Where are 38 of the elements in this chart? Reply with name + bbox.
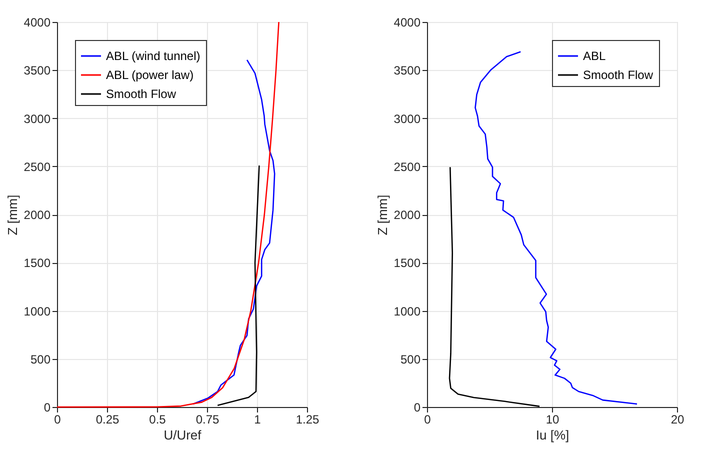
y-tick-label: 2500: [24, 160, 51, 174]
y-tick-label: 1500: [24, 256, 51, 270]
x-tick-label: 10: [546, 412, 560, 426]
x-tick-label: 0: [54, 412, 62, 426]
y-tick-label: 0: [414, 400, 421, 414]
legend-label: ABL (wind tunnel): [106, 49, 200, 63]
y-tick-label: 4000: [394, 16, 421, 30]
legend-label: Smooth Flow: [583, 68, 654, 82]
x-tick-label: 0.75: [196, 412, 220, 426]
y-tick-label: 3000: [394, 112, 421, 126]
x-axis-title: Iu [%]: [536, 428, 570, 442]
y-tick-label: 1500: [394, 256, 421, 270]
y-tick-label: 4000: [24, 16, 51, 30]
x-axis-title: U/Uref: [164, 428, 202, 442]
y-tick-label: 1000: [394, 304, 421, 318]
x-tick-label: 20: [670, 412, 684, 426]
legend-label: ABL: [583, 49, 606, 63]
y-tick-label: 2000: [394, 208, 421, 222]
y-tick-label: 500: [30, 352, 51, 366]
legend-label: Smooth Flow: [106, 87, 176, 101]
y-tick-label: 500: [400, 352, 421, 366]
y-tick-label: 2500: [394, 160, 421, 174]
y-tick-label: 1000: [24, 304, 51, 318]
x-tick-label: 0: [424, 412, 432, 426]
line-series: [216, 164, 260, 406]
legend-label: ABL (power law): [106, 68, 194, 82]
y-axis-title: Z [mm]: [374, 194, 390, 236]
line-series: [448, 166, 540, 407]
x-tick-label: 0.5: [149, 412, 166, 426]
y-tick-label: 2000: [24, 208, 51, 222]
x-tick-label: 1.25: [296, 412, 320, 426]
y-axis-title: Z [mm]: [4, 194, 20, 236]
y-tick-label: 3500: [394, 64, 421, 78]
x-tick-label: 1: [254, 412, 262, 426]
x-tick-label: 0.25: [96, 412, 120, 426]
y-tick-label: 3500: [24, 64, 51, 78]
y-tick-label: 3000: [24, 112, 51, 126]
y-tick-label: 0: [44, 400, 51, 414]
